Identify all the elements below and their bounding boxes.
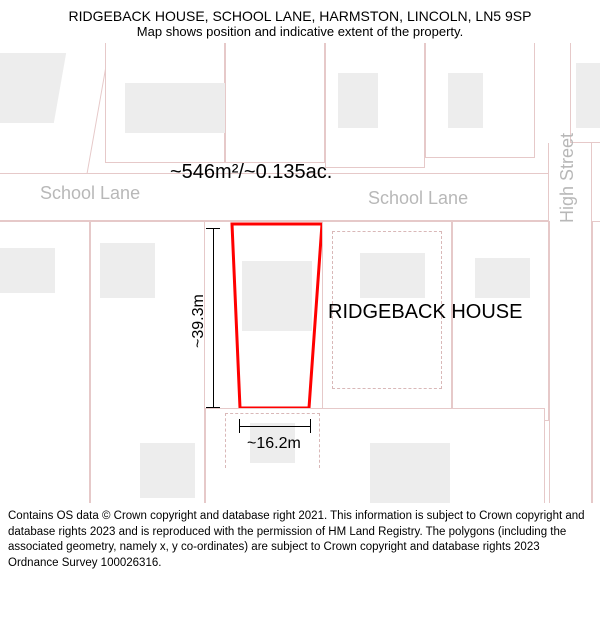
street-label-school-lane-1: School Lane [40, 183, 140, 204]
header-subtitle: Map shows position and indicative extent… [10, 24, 590, 39]
street-label-high-street: High Street [557, 133, 578, 223]
measure-label-width: ~16.2m [247, 435, 301, 453]
measure-cap [310, 419, 311, 433]
measure-line-height [213, 229, 214, 407]
header-title: RIDGEBACK HOUSE, SCHOOL LANE, HARMSTON, … [10, 8, 590, 24]
map-header: RIDGEBACK HOUSE, SCHOOL LANE, HARMSTON, … [0, 0, 600, 43]
plot-fill [242, 261, 312, 331]
plot-fill [360, 253, 425, 298]
map-footer-attribution: Contains OS data © Crown copyright and d… [0, 503, 600, 579]
area-label: ~546m²/~0.135ac. [170, 161, 332, 184]
property-map: School Lane School Lane High Street ~546… [0, 43, 600, 503]
measure-cap [206, 228, 220, 229]
measure-label-height: ~39.3m [190, 294, 208, 348]
plot-fill [475, 258, 530, 298]
plot-fill [370, 443, 450, 503]
measure-cap [239, 419, 240, 433]
street-label-school-lane-2: School Lane [368, 188, 468, 209]
plot-outline [592, 221, 600, 503]
measure-cap [206, 407, 220, 408]
property-name-label: RIDGEBACK HOUSE [328, 301, 522, 324]
measure-line-width [240, 426, 310, 427]
